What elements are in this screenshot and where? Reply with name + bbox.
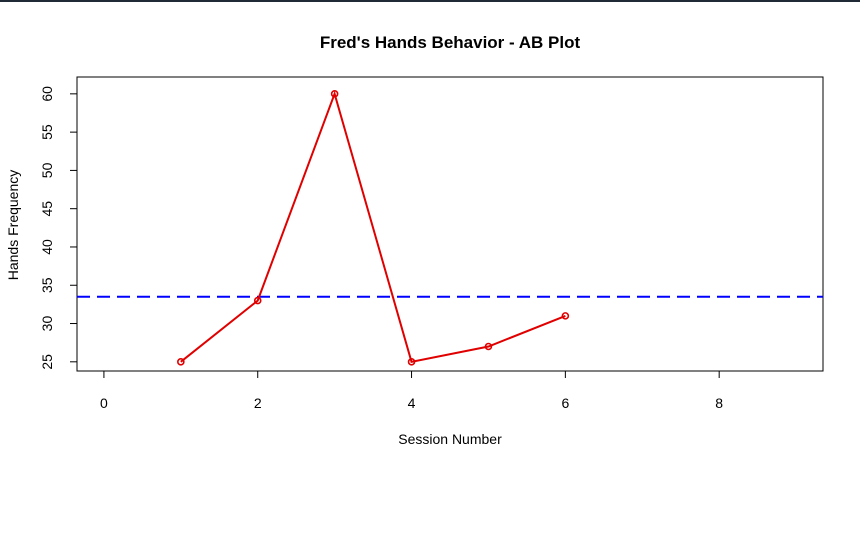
chart-title: Fred's Hands Behavior - AB Plot [320,33,581,52]
data-series [177,90,570,366]
y-tick-label: 45 [39,201,55,217]
y-axis-label: Hands Frequency [5,170,21,281]
x-tick-label: 2 [254,395,262,411]
y-tick-label: 35 [39,277,55,293]
x-axis-label: Session Number [398,431,502,447]
x-tick-label: 8 [715,395,723,411]
y-tick-label: 60 [39,86,55,102]
window-top-border [0,0,860,2]
data-point [177,358,185,366]
data-point [330,90,339,98]
axes: 0 2 4 6 8 25 30 35 40 45 50 55 60 [39,76,824,411]
x-tick-label: 0 [100,395,108,411]
y-tick-label: 55 [39,124,55,140]
y-tick-label: 40 [39,239,55,255]
series-line [180,90,566,363]
y-tick-label: 25 [39,354,55,370]
data-point [253,296,262,305]
data-point [561,312,570,320]
x-tick-label: 6 [561,395,569,411]
x-tick-label: 4 [408,395,416,411]
plot-frame [76,76,824,372]
data-point [484,342,493,351]
y-tick-label: 30 [39,316,55,332]
data-point [407,358,416,366]
y-tick-label: 50 [39,162,55,178]
